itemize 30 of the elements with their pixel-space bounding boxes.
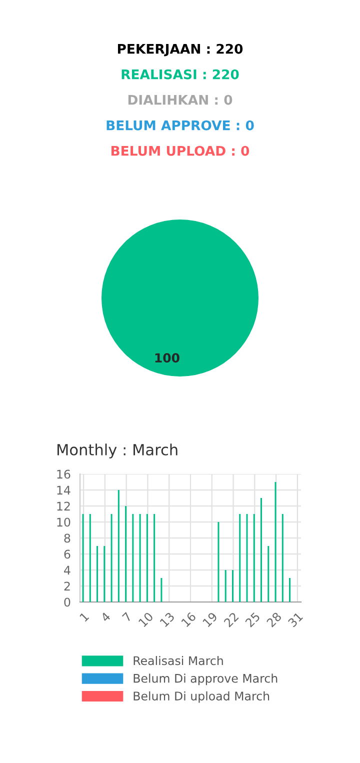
y-tick-label: 14 <box>57 486 70 494</box>
legend-label: Belum Di upload March <box>134 691 270 703</box>
y-tick-label: 16 <box>57 470 70 479</box>
x-tick-label: 31 <box>288 612 304 628</box>
y-tick-label: 6 <box>64 550 70 559</box>
x-tick-label: 28 <box>266 612 282 628</box>
x-tick-label: 19 <box>202 612 218 628</box>
chart-title: Monthly : March <box>58 444 178 458</box>
x-tick-label: 7 <box>122 612 132 622</box>
x-tick-label: 16 <box>180 612 196 628</box>
x-tick-label: 25 <box>244 612 260 628</box>
y-tick-label: 8 <box>64 534 70 543</box>
y-tick-label: 12 <box>57 502 70 510</box>
x-tick-label: 1 <box>79 612 90 622</box>
text: REALISASI : 220 <box>122 69 239 80</box>
legend-label: Belum Di approve March <box>134 674 278 686</box>
legend-label: Realisasi March <box>134 656 223 666</box>
x-tick-label: 13 <box>160 612 175 628</box>
data-label: 100 <box>155 353 180 363</box>
x-tick-label: 10 <box>138 612 154 628</box>
y-tick-label: 4 <box>64 566 70 574</box>
y-tick-label: 0 <box>64 598 70 607</box>
x-tick-label: 22 <box>223 612 239 628</box>
text: DIALIHKAN : 0 <box>128 94 232 105</box>
y-tick-label: 10 <box>57 518 70 527</box>
chart-title: PEKERJAAN : 220 <box>118 44 243 56</box>
text: BELUM UPLOAD : 0 <box>111 146 250 156</box>
x-tick-label: 4 <box>100 612 111 622</box>
text: BELUM APPROVE : 0 <box>106 120 254 130</box>
y-tick-label: 2 <box>64 582 70 590</box>
